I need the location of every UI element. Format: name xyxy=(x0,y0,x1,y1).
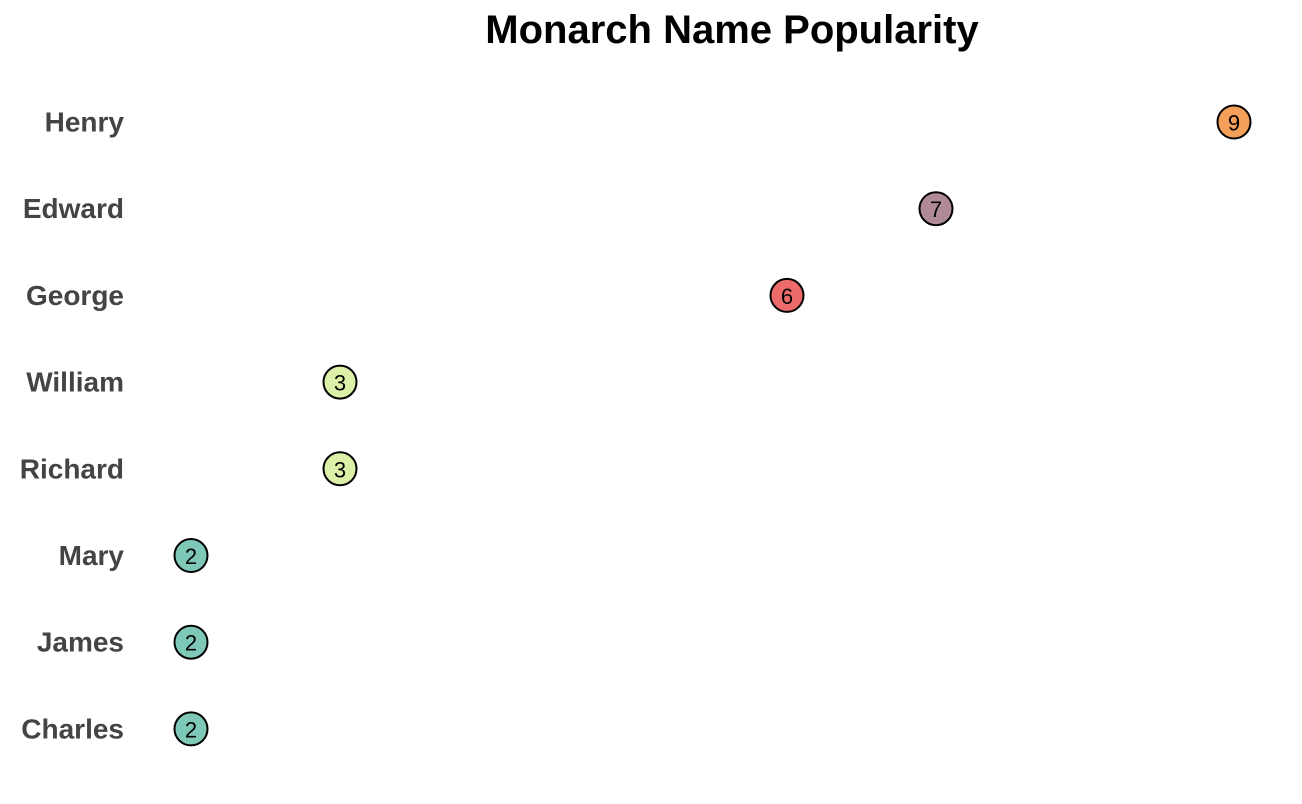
category-label-edward: Edward xyxy=(23,193,124,224)
data-point-james: 2 xyxy=(173,624,209,660)
data-label: 7 xyxy=(930,197,942,222)
data-point-marker xyxy=(173,624,209,660)
data-point-henry: 9 xyxy=(1216,104,1252,140)
data-point-mary: 2 xyxy=(173,538,209,573)
category-label-henry: Henry xyxy=(45,107,125,138)
data-point-marker xyxy=(918,191,954,227)
category-label-mary: Mary xyxy=(59,540,125,571)
data-point-george: 6 xyxy=(769,277,805,313)
data-label: 6 xyxy=(781,284,793,309)
data-point-marker xyxy=(769,277,805,313)
data-point-william: 3 xyxy=(322,364,358,400)
data-label: 2 xyxy=(185,717,197,742)
data-label: 9 xyxy=(1228,111,1240,136)
data-point-marker xyxy=(173,538,209,573)
category-labels: Henry Edward George William Richard Mary James… xyxy=(20,107,125,745)
category-label-james: James xyxy=(37,627,124,658)
data-label: 2 xyxy=(185,631,197,656)
category-label-charles: Charles xyxy=(21,713,124,744)
data-label: 3 xyxy=(334,457,346,482)
data-point-edward: 7 xyxy=(918,191,954,227)
data-point-marker xyxy=(173,711,209,747)
data-point-charles: 2 xyxy=(173,711,209,747)
data-point-marker xyxy=(1216,104,1252,140)
chart-title: Monarch Name Popularity xyxy=(485,8,979,52)
data-point-richard: 3 xyxy=(322,451,358,487)
category-label-george: George xyxy=(26,280,124,311)
data-point-marker xyxy=(322,451,358,487)
data-label: 2 xyxy=(185,544,197,569)
data-points: 9 7 6 3 3 2 2 2 xyxy=(173,104,1252,747)
data-label: 3 xyxy=(334,371,346,396)
category-label-richard: Richard xyxy=(20,453,124,484)
data-point-marker xyxy=(322,364,358,400)
category-label-william: William xyxy=(26,367,124,398)
